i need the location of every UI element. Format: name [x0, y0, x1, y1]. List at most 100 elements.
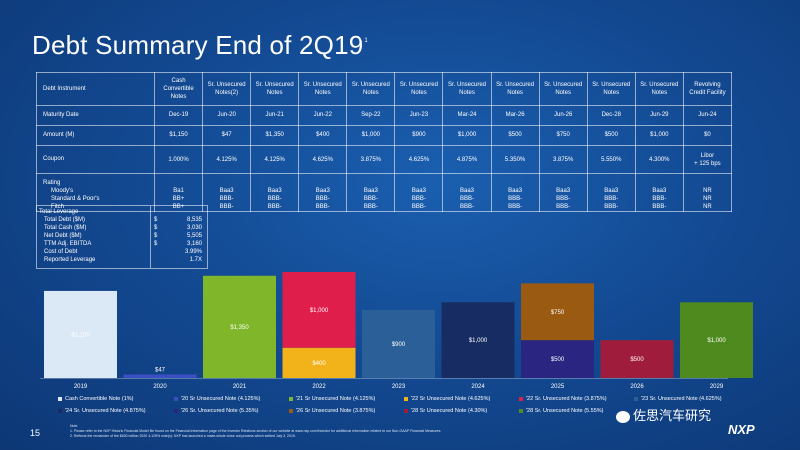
- col-header-line: Notes: [363, 90, 379, 96]
- rating-moodys: Baa3: [219, 188, 234, 194]
- leverage-value: 8,535: [186, 217, 202, 223]
- leverage-name: Total Debt ($M): [44, 217, 86, 223]
- rating-spacer: [589, 179, 634, 187]
- amount-cell: $500: [490, 125, 540, 146]
- bar-data-label: $1,350: [230, 325, 249, 331]
- bar-segment: [680, 302, 753, 378]
- bar-segment: [600, 340, 674, 378]
- rating-spacer: [444, 179, 489, 187]
- rating-moodys: Baa3: [652, 188, 667, 194]
- legend-swatch: [404, 396, 408, 401]
- leverage-currency: $: [154, 225, 158, 231]
- legend-swatch: [289, 396, 293, 401]
- rating-rating-label: Rating: [43, 180, 61, 186]
- col-header: Sr. Unsecured Notes: [490, 72, 540, 106]
- coupon-row: Coupon 1.000% 4.125% 4.125% 4.625% 3.875% 4.62…: [36, 145, 733, 174]
- rating-cell: Baa3 BBB- BBB-: [346, 173, 396, 212]
- amount-cell: $1,000: [346, 125, 396, 146]
- coupon-cell: 4.300%: [634, 145, 684, 174]
- rating-cell: Baa3 BBB- BBB-: [538, 173, 588, 212]
- maturity-cell: Jun-22: [298, 105, 348, 126]
- rating-fitch: BBB-: [219, 204, 234, 210]
- legend-label: '28 Sr. Unsecured Note (5.55%): [526, 408, 604, 414]
- rating-fitch: BBB-: [267, 204, 282, 210]
- coupon-line: 4.125%: [264, 156, 285, 163]
- rating-cell: Baa3 BBB- BBB-: [490, 173, 540, 212]
- leverage-currency: $: [154, 217, 158, 223]
- maturity-cell: Jun-26: [538, 105, 588, 126]
- legend-swatch: [519, 396, 523, 401]
- coupon-line: 5.350%: [504, 156, 526, 163]
- rating-moodys: Baa3: [508, 188, 523, 194]
- col-header: Sr. Unsecured Notes: [250, 72, 300, 106]
- bar-segment: [44, 290, 117, 378]
- footnote-line: 1. Please refer to the NXP Historic Fina…: [70, 429, 441, 433]
- col-header-line: Notes(2): [215, 90, 239, 96]
- amount-cell: $0: [682, 125, 733, 146]
- legend-label: '21 Sr Unsecured Note (4.125%): [296, 396, 376, 402]
- x-tick-label: 2022: [312, 384, 326, 390]
- col-header: Sr. Unsecured Notes: [538, 72, 588, 106]
- amount-cell: $47: [202, 125, 252, 146]
- rating-cell: Baa3 BBB- BBB-: [250, 173, 300, 212]
- col-header-line: Sr. Unsecured: [255, 82, 294, 88]
- coupon-cell: 3.875%: [346, 145, 396, 174]
- rating-spacer: [348, 179, 393, 187]
- bar-data-label: $1,000: [469, 338, 488, 344]
- legend-item: '26 Sr Unsecured Note (3.875%): [289, 408, 375, 414]
- maturity-cell: Dec-19: [153, 105, 204, 126]
- rating-cell: Baa3 BBB- BBB-: [586, 173, 636, 212]
- coupon-line: 4.875%: [456, 156, 478, 163]
- coupon-cell: Libor + 125 bps: [682, 145, 733, 174]
- bar-segment: [282, 272, 356, 348]
- coupon-cell: 4.875%: [442, 145, 492, 174]
- rating-sp: BBB-: [267, 196, 282, 202]
- leverage-value: 3,160: [186, 241, 202, 247]
- rating-fitch: BB+: [172, 204, 185, 210]
- col-header: Sr. Unsecured Notes: [586, 72, 636, 106]
- rating-moodys: NR: [703, 188, 712, 194]
- amount-cell: $1,000: [634, 125, 684, 146]
- rating-row: Rating Moody's Standard & Poor's Fitch Ba1 B…: [36, 173, 733, 212]
- leverage-row: Net Debt ($M) $5,505: [37, 233, 207, 240]
- coupon-cell: 3.875%: [538, 145, 588, 174]
- col-header: Sr. Unsecured Notes: [394, 72, 444, 106]
- rating-fitch: BBB-: [411, 204, 426, 210]
- amount-cell: $750: [538, 125, 588, 146]
- leverage-name: Reported Leverage: [44, 257, 96, 263]
- rating-sp: BBB-: [460, 196, 475, 202]
- rating-fitch: BBB-: [363, 204, 378, 210]
- leverage-name: Cost of Debt: [44, 249, 78, 255]
- coupon-cell: 4.125%: [250, 145, 300, 174]
- rating-moodys: Baa3: [411, 188, 426, 194]
- legend-swatch: [58, 396, 62, 401]
- col-header-line: Convertible: [163, 86, 194, 92]
- amount-cell: $1,150: [153, 125, 204, 146]
- bar-data-label: $47: [155, 367, 166, 373]
- amount-cell: $400: [298, 125, 348, 146]
- legend-item: '28 Sr. Unsecured Note (5.55%): [519, 408, 603, 414]
- coupon-cell: 1.000%: [153, 145, 204, 174]
- bar-segment: [441, 302, 515, 378]
- maturity-cell: Jun-23: [394, 105, 444, 126]
- rating-fitch: BBB-: [652, 204, 667, 210]
- legend-label: '24 Sr. Unsecured Note (4.875%): [65, 408, 146, 414]
- coupon-line: 3.875%: [360, 156, 382, 163]
- x-tick-label: 2020: [153, 384, 167, 390]
- coupon-line: 4.300%: [649, 156, 670, 163]
- leverage-row: Total Cash ($M) $3,030: [37, 225, 207, 232]
- bar-data-label: $900: [392, 342, 406, 348]
- maturity-cell: Sep-22: [346, 105, 396, 126]
- legend-swatch: [174, 408, 178, 413]
- leverage-value: 3,030: [186, 225, 202, 231]
- footnote-line: Note: [70, 424, 78, 428]
- rating-sp: BBB-: [315, 196, 330, 202]
- col-header-line: Sr. Unsecured: [351, 82, 390, 88]
- bar-data-label: $1,000: [707, 338, 726, 344]
- col-header-line: Notes: [603, 90, 620, 96]
- maturity-cell: Mar-24: [442, 105, 492, 126]
- watermark: 佐思汽车研究: [616, 405, 711, 424]
- bar-data-label: $500: [630, 357, 644, 363]
- rating-moodys: Baa3: [460, 188, 475, 194]
- coupon-cell: 4.125%: [202, 145, 252, 174]
